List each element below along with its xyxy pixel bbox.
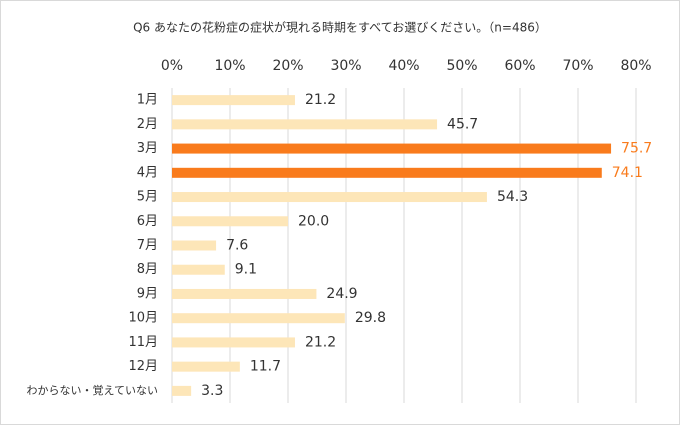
value-label: 54.3 xyxy=(497,189,528,205)
bar xyxy=(172,119,438,130)
x-tick-label: 30% xyxy=(330,58,361,74)
bar xyxy=(172,385,192,396)
value-label: 9.1 xyxy=(235,262,257,278)
x-tick-label: 10% xyxy=(214,58,245,74)
bar xyxy=(172,143,612,154)
value-label: 21.2 xyxy=(305,334,336,350)
value-label: 11.7 xyxy=(250,359,281,375)
bar xyxy=(172,337,295,348)
y-tick-label: 9月 xyxy=(137,286,158,301)
value-label: 7.6 xyxy=(226,238,248,254)
value-label: 20.0 xyxy=(298,213,329,229)
bar xyxy=(172,361,240,372)
y-tick-label: 4月 xyxy=(137,165,158,180)
bar xyxy=(172,288,317,299)
y-tick-label: 7月 xyxy=(137,238,158,253)
bar xyxy=(172,167,602,178)
x-tick-label: 40% xyxy=(388,58,419,74)
x-tick-label: 80% xyxy=(620,58,651,74)
chart-title: Q6 あなたの花粉症の症状が現れる時期をすべてお選びください。（n=486） xyxy=(133,20,547,35)
bar xyxy=(172,240,217,251)
y-tick-label: わからない・覚えていない xyxy=(27,384,158,397)
bar xyxy=(172,216,288,227)
bar xyxy=(172,95,295,106)
value-label: 29.8 xyxy=(355,310,386,326)
x-tick-label: 0% xyxy=(161,58,183,74)
y-tick-label: 1月 xyxy=(137,93,158,108)
y-tick-label: 12月 xyxy=(128,359,158,374)
y-tick-label: 11月 xyxy=(128,335,158,350)
x-tick-label: 20% xyxy=(272,58,303,74)
y-tick-label: 5月 xyxy=(137,190,158,205)
x-tick-label: 50% xyxy=(446,58,477,74)
x-tick-label: 60% xyxy=(504,58,535,74)
y-tick-label: 6月 xyxy=(137,214,158,229)
y-tick-label: 2月 xyxy=(137,117,158,132)
x-tick-label: 70% xyxy=(562,58,593,74)
y-tick-label: 8月 xyxy=(137,262,158,277)
value-label: 24.9 xyxy=(326,286,357,302)
bar xyxy=(172,313,345,324)
y-tick-label: 10月 xyxy=(128,311,158,326)
value-label: 21.2 xyxy=(305,92,336,108)
value-label: 45.7 xyxy=(447,116,478,132)
y-tick-label: 3月 xyxy=(137,141,158,156)
value-label: 74.1 xyxy=(612,165,643,181)
bar xyxy=(172,192,487,203)
bar xyxy=(172,264,225,275)
value-label: 3.3 xyxy=(201,383,223,399)
value-label: 75.7 xyxy=(621,141,652,157)
